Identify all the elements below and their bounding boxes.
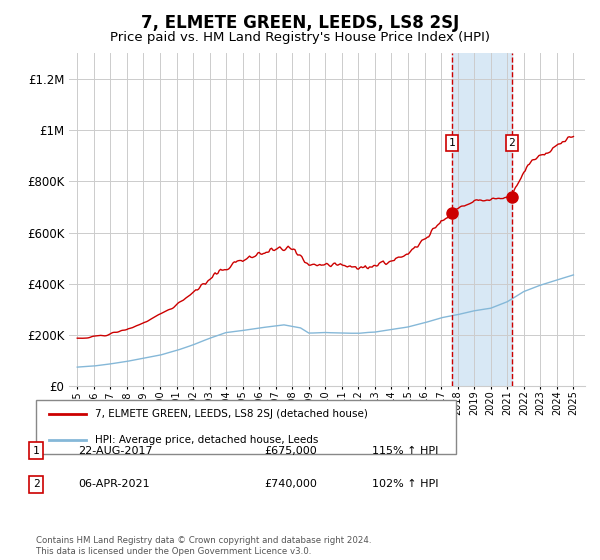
Text: £740,000: £740,000 <box>264 479 317 489</box>
Text: 2: 2 <box>32 479 40 489</box>
Text: 2: 2 <box>508 138 515 148</box>
Text: 1: 1 <box>448 138 455 148</box>
Text: 06-APR-2021: 06-APR-2021 <box>78 479 149 489</box>
Bar <box>452 53 512 386</box>
Text: £675,000: £675,000 <box>264 446 317 456</box>
Text: HPI: Average price, detached house, Leeds: HPI: Average price, detached house, Leed… <box>95 435 318 445</box>
Text: 115% ↑ HPI: 115% ↑ HPI <box>372 446 439 456</box>
Text: Price paid vs. HM Land Registry's House Price Index (HPI): Price paid vs. HM Land Registry's House … <box>110 31 490 44</box>
Text: 102% ↑ HPI: 102% ↑ HPI <box>372 479 439 489</box>
Text: Contains HM Land Registry data © Crown copyright and database right 2024.
This d: Contains HM Land Registry data © Crown c… <box>36 536 371 556</box>
FancyBboxPatch shape <box>36 400 456 454</box>
Text: 1: 1 <box>32 446 40 456</box>
Text: 7, ELMETE GREEN, LEEDS, LS8 2SJ (detached house): 7, ELMETE GREEN, LEEDS, LS8 2SJ (detache… <box>95 409 368 419</box>
Text: 22-AUG-2017: 22-AUG-2017 <box>78 446 152 456</box>
Text: 7, ELMETE GREEN, LEEDS, LS8 2SJ: 7, ELMETE GREEN, LEEDS, LS8 2SJ <box>141 14 459 32</box>
